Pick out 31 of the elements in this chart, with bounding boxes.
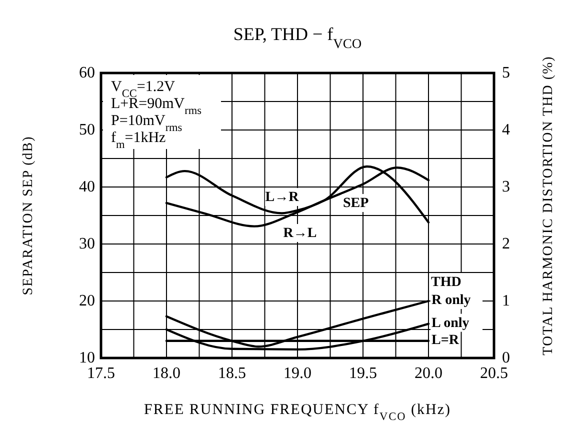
x-tick-label: 17.5 bbox=[87, 365, 115, 382]
y2-tick-label: 5 bbox=[502, 64, 510, 82]
annotation: SEP bbox=[343, 196, 370, 210]
y2-tick-label: 0 bbox=[502, 350, 510, 366]
annotation: f$_{m}$=1kHz bbox=[111, 130, 166, 151]
text: 19.0 bbox=[284, 365, 312, 382]
y-tick-label: 60 bbox=[79, 64, 95, 82]
y-tick-label: 50 bbox=[79, 122, 95, 138]
series-label: L only bbox=[432, 315, 470, 330]
y-tick-label: 30 bbox=[79, 236, 95, 252]
x-tick-label: 19.5 bbox=[349, 365, 377, 382]
y2-tick-label: 1 bbox=[502, 292, 510, 310]
x-tick-label: 18.5 bbox=[218, 365, 246, 382]
series-label: R→L bbox=[283, 226, 317, 240]
text: 20.0 bbox=[414, 365, 442, 382]
x-axis-title: FREE RUNNING FREQUENCY f$_{VCO}$ (kHz) bbox=[144, 402, 452, 423]
y2-tick-label: 2 bbox=[502, 236, 510, 252]
chart-title: SEP, THD − f$_{VCO}$ bbox=[233, 24, 362, 50]
y-tick-label: 40 bbox=[79, 178, 95, 196]
y2-axis-title: TOTAL HARMONIC DISTORTION THD (%) bbox=[541, 56, 556, 356]
text: 18.0 bbox=[152, 365, 180, 382]
x-tick-label: 20.5 bbox=[480, 365, 508, 382]
y2-tick-label: 4 bbox=[502, 122, 510, 138]
series-label: L→R bbox=[265, 190, 300, 204]
series-label: R only bbox=[432, 292, 471, 308]
y-tick-label: 10 bbox=[79, 350, 95, 366]
series-label: L=R bbox=[432, 332, 460, 348]
y-axis-title: SEPARATION SEP (dB) bbox=[21, 136, 36, 296]
annotation: THD bbox=[431, 274, 462, 290]
y-tick-label: 20 bbox=[79, 292, 95, 310]
y2-tick-label: 3 bbox=[502, 178, 510, 196]
